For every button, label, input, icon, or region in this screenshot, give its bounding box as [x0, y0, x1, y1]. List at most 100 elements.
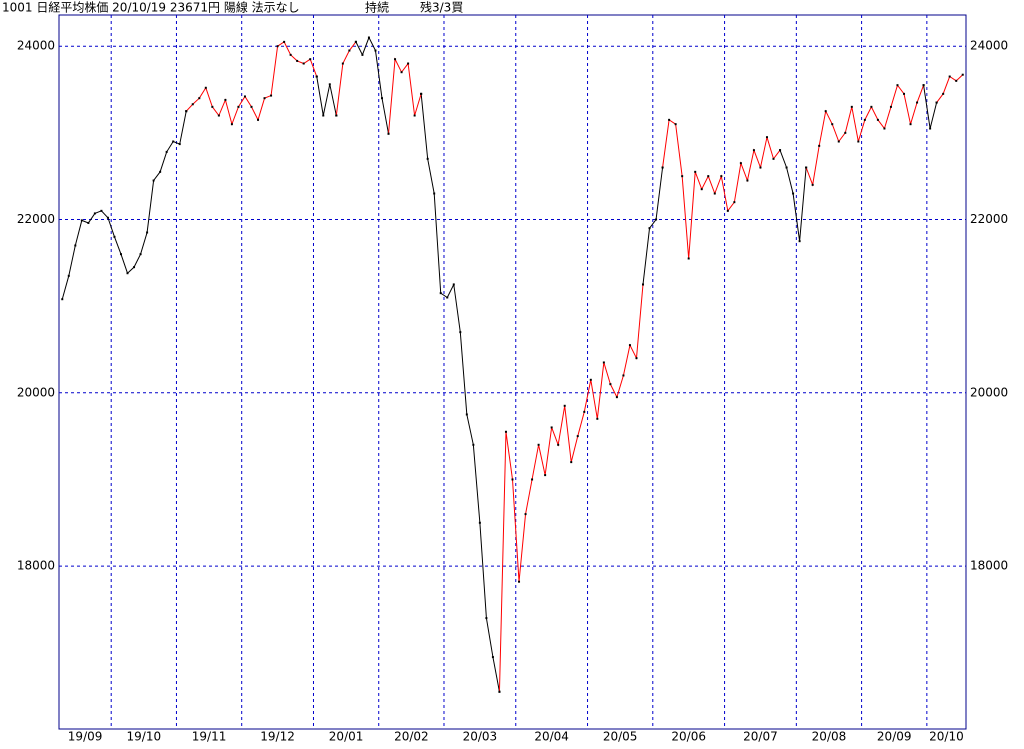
x-tick-label: 20/08	[812, 730, 847, 744]
price-dot	[380, 97, 383, 100]
price-dot	[178, 143, 181, 146]
x-tick-label: 19/10	[127, 730, 162, 744]
price-dot	[191, 103, 194, 106]
price-dot	[889, 105, 892, 108]
price-dot	[270, 94, 273, 97]
price-dot	[811, 183, 814, 186]
price-dot	[367, 36, 370, 39]
price-dot	[948, 75, 951, 78]
price-dot	[876, 118, 879, 121]
price-dot	[426, 157, 429, 160]
price-dot	[837, 140, 840, 143]
price-dot	[929, 127, 932, 130]
price-dot	[668, 118, 671, 121]
price-dot	[74, 244, 77, 247]
price-dot	[746, 179, 749, 182]
price-dot	[139, 253, 142, 256]
x-tick-label: 20/10	[929, 730, 964, 744]
price-dot	[961, 73, 964, 76]
price-dot	[805, 166, 808, 169]
price-dot	[720, 175, 723, 178]
price-dot	[661, 166, 664, 169]
position: 残3/3買	[420, 1, 463, 15]
price-dot	[739, 162, 742, 165]
price-dot	[511, 478, 514, 481]
x-tick-label: 20/01	[329, 730, 364, 744]
price-dot	[518, 580, 521, 583]
price-line	[61, 36, 938, 692]
price-dot	[93, 212, 96, 215]
price-dot	[896, 84, 899, 87]
price-dot	[106, 216, 109, 219]
price-dot	[387, 132, 390, 135]
y-tick-label: 24000	[17, 39, 55, 53]
price-dot	[635, 357, 638, 360]
price-line	[185, 41, 964, 692]
price-dot	[204, 86, 207, 89]
price-dot	[583, 410, 586, 413]
x-tick-label: 19/09	[68, 730, 103, 744]
price-dot	[942, 92, 945, 95]
price-dot	[452, 283, 455, 286]
price-dot	[230, 123, 233, 126]
price-dot	[289, 53, 292, 56]
price-dot	[707, 175, 710, 178]
price-dot	[257, 118, 260, 121]
price-dot	[354, 40, 357, 43]
price-dot	[550, 426, 553, 429]
price-dot	[844, 131, 847, 134]
plot-frame	[58, 14, 967, 730]
price-dot	[752, 149, 755, 152]
price-dot	[524, 513, 527, 516]
price-dot	[465, 413, 468, 416]
price-dot	[420, 92, 423, 95]
y-tick-label: 20000	[17, 385, 55, 399]
chart-title: 1001 日経平均株価 20/10/19 23671円 陽線 法示なし	[2, 0, 300, 15]
x-tick-label: 20/09	[877, 730, 912, 744]
y-tick-label-right: 24000	[970, 39, 1008, 53]
x-tick-label: 19/11	[192, 730, 227, 744]
x-tick-label: 20/02	[394, 730, 429, 744]
price-dot	[113, 235, 116, 238]
price-dot	[563, 404, 566, 407]
price-dot	[100, 209, 103, 212]
price-dot	[67, 274, 70, 277]
price-dot	[863, 118, 866, 121]
price-dot	[570, 461, 573, 464]
price-dot	[165, 150, 168, 153]
price-dot	[263, 97, 266, 100]
price-dot	[276, 45, 279, 48]
price-dot	[250, 105, 253, 108]
price-dot	[883, 127, 886, 130]
price-dot	[159, 170, 162, 173]
price-dot	[602, 361, 605, 364]
x-tick-label: 20/06	[671, 730, 706, 744]
y-tick-label-right: 20000	[970, 385, 1008, 399]
price-dot	[172, 140, 175, 143]
price-dot	[674, 123, 677, 126]
y-tick-label: 18000	[17, 559, 55, 573]
price-dot	[224, 98, 227, 101]
status: 持続	[365, 0, 389, 15]
price-dot	[726, 209, 729, 212]
price-dot	[655, 218, 658, 221]
price-dot	[531, 478, 534, 481]
price-dot	[283, 40, 286, 43]
price-dot	[818, 144, 821, 147]
price-dot	[315, 75, 318, 78]
y-tick-label-right: 18000	[970, 559, 1008, 573]
price-dot	[870, 105, 873, 108]
price-dot	[792, 192, 795, 195]
price-dot	[648, 227, 651, 230]
price-dot	[935, 101, 938, 104]
price-dot	[831, 123, 834, 126]
price-dot	[413, 114, 416, 117]
price-dot	[374, 49, 377, 52]
price-dot	[596, 417, 599, 420]
price-dot	[152, 179, 155, 182]
x-tick-label: 20/03	[463, 730, 498, 744]
price-dot	[700, 188, 703, 191]
price-dot	[609, 383, 612, 386]
price-dot	[439, 292, 442, 295]
